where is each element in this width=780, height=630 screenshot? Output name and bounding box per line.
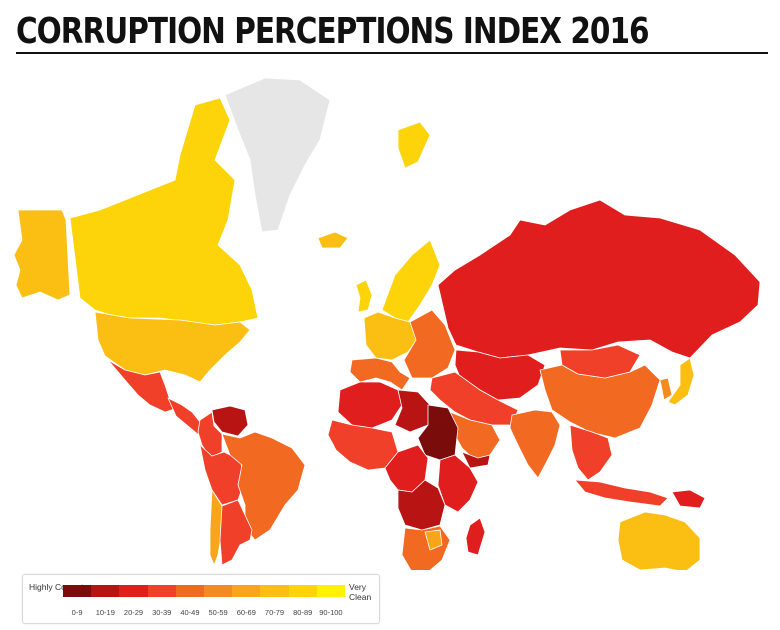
legend-swatch	[260, 585, 289, 597]
legend-swatch	[63, 585, 92, 597]
region-scandinavia	[381, 239, 441, 323]
region-venezuela	[211, 405, 249, 437]
region-colombia	[197, 411, 223, 459]
region-svalbard	[397, 121, 431, 169]
legend-swatch	[175, 585, 205, 597]
legend-swatch	[119, 585, 148, 597]
legend-tick-label: 40-49	[180, 608, 200, 617]
region-yemen	[461, 451, 491, 469]
region-korea	[659, 377, 673, 401]
region-uk	[355, 279, 373, 313]
legend-swatch	[316, 585, 346, 597]
region-eastern-europe	[403, 309, 456, 379]
legend-tick-label: 30-39	[152, 608, 172, 617]
legend-low-label: Highly Corrupt	[29, 582, 83, 592]
region-canada	[69, 97, 259, 326]
legend-swatch	[288, 585, 317, 597]
region-russia	[437, 199, 761, 359]
legend-ticks: 0-9 10-19 20-29 30-39 40-49 50-59 60-69 70-79 80…	[63, 608, 345, 618]
region-mongolia	[559, 344, 641, 379]
legend-tick-label: 0-9	[71, 608, 83, 617]
world-map-svg	[13, 77, 761, 570]
world-map	[0, 60, 780, 570]
legend-tick-label: 70-79	[264, 608, 285, 617]
legend: Highly Corrupt Very Clean 0-9 10-19 20-29 3…	[22, 574, 380, 624]
legend-high-label: Very Clean	[349, 582, 379, 602]
legend-swatch	[204, 585, 233, 597]
map-regions	[13, 77, 761, 570]
region-brazil	[221, 431, 306, 541]
legend-tick-label: 90-100	[319, 608, 343, 617]
legend-swatch	[147, 585, 176, 597]
region-indonesia	[574, 479, 669, 507]
page-title: CORRUPTION PERCEPTIONS INDEX 2016	[16, 11, 650, 52]
region-japan	[667, 357, 695, 406]
region-west-africa	[327, 419, 399, 471]
title-rule	[16, 52, 768, 54]
region-north-africa	[337, 381, 403, 429]
legend-swatch	[91, 585, 120, 597]
legend-tick-label: 10-19	[95, 608, 115, 617]
legend-low-label-text: Highly Corrupt	[29, 582, 84, 592]
legend-tick-label: 20-29	[123, 608, 144, 617]
region-papua	[671, 489, 706, 509]
region-india	[509, 409, 561, 479]
legend-high-label-text: Very Clean	[349, 582, 372, 602]
region-greenland	[224, 77, 331, 233]
region-iceland	[317, 231, 349, 249]
legend-color-bar	[63, 585, 346, 597]
region-east-africa	[437, 454, 479, 513]
region-botswana	[424, 529, 443, 551]
region-alaska	[13, 209, 71, 301]
region-southeast-asia	[569, 424, 613, 481]
legend-tick-label: 80-89	[293, 608, 313, 617]
region-madagascar	[465, 517, 486, 556]
legend-swatch	[232, 585, 261, 597]
region-argentina	[219, 499, 253, 566]
region-usa	[94, 311, 251, 383]
region-middle-east	[429, 371, 519, 426]
legend-tick-label: 50-59	[208, 608, 228, 617]
legend-tick-label: 60-69	[236, 608, 256, 617]
region-australia	[617, 511, 701, 570]
region-angola-drc	[397, 479, 446, 531]
region-libya	[394, 389, 431, 433]
